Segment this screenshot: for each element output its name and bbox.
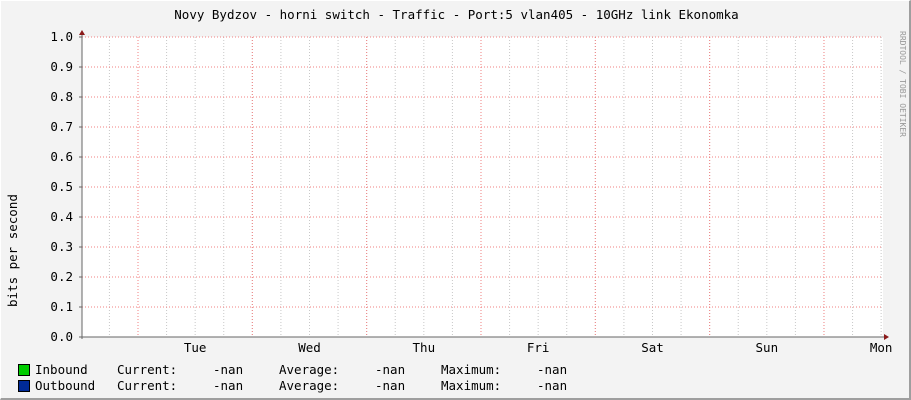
watermark: RRDTOOL / TOBI OETIKER xyxy=(898,31,907,137)
chart-title: Novy Bydzov - horni switch - Traffic - P… xyxy=(174,7,739,22)
outbound-swatch xyxy=(18,380,30,392)
y-tick-label: 0.5 xyxy=(50,179,73,194)
legend-maximum-value: -nan xyxy=(537,362,568,377)
x-tick-label: Fri xyxy=(527,340,550,355)
x-tick-label: Sat xyxy=(641,340,664,355)
x-tick-label: Tue xyxy=(184,340,207,355)
legend-average-label: Average: xyxy=(279,362,340,377)
y-tick-label: 0.6 xyxy=(50,149,73,164)
y-tick-label: 1.0 xyxy=(50,29,73,44)
y-tick-label: 0.3 xyxy=(50,239,73,254)
y-tick-label: 0.2 xyxy=(50,269,73,284)
legend-current-value: -nan xyxy=(213,362,244,377)
legend-current-label: Current: xyxy=(117,378,178,393)
legend-name: Inbound xyxy=(35,362,88,377)
x-tick-label: Sun xyxy=(756,340,779,355)
legend-current-value: -nan xyxy=(213,378,244,393)
y-tick-label: 0.4 xyxy=(50,209,73,224)
y-axis-arrow xyxy=(79,30,85,35)
y-tick-label: 0.1 xyxy=(50,299,73,314)
y-tick-label: 0.8 xyxy=(50,89,73,104)
x-axis-arrow xyxy=(884,334,889,340)
inbound-swatch xyxy=(18,364,30,376)
legend-maximum-value: -nan xyxy=(537,378,568,393)
legend-current-label: Current: xyxy=(117,362,178,377)
plot-background xyxy=(82,37,883,337)
legend-name: Outbound xyxy=(35,378,96,393)
legend-average-value: -nan xyxy=(375,362,406,377)
y-tick-label: 0.7 xyxy=(50,119,73,134)
x-tick-label: Mon xyxy=(870,340,893,355)
y-tick-label: 0.0 xyxy=(50,329,73,344)
legend-average-label: Average: xyxy=(279,378,340,393)
legend-maximum-label: Maximum: xyxy=(441,378,502,393)
x-tick-label: Wed xyxy=(298,340,321,355)
x-tick-label: Thu xyxy=(413,340,436,355)
y-tick-label: 0.9 xyxy=(50,59,73,74)
legend-maximum-label: Maximum: xyxy=(441,362,502,377)
legend-average-value: -nan xyxy=(375,378,406,393)
